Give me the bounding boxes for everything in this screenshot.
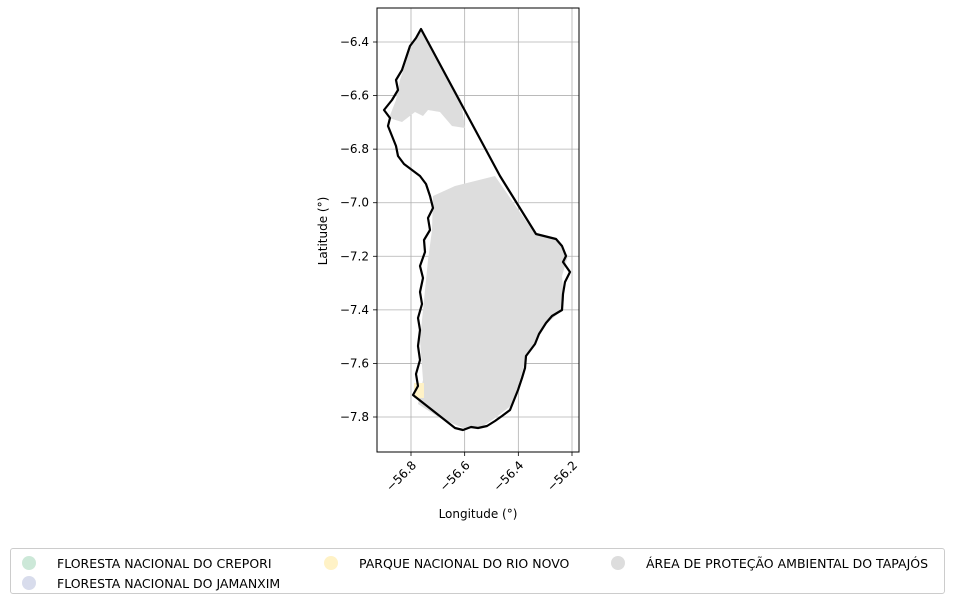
y-axis: −6.4 −6.6 −6.8 −7.0 −7.2 −7.4 −7.6 −7.8	[340, 35, 377, 424]
y-tick-label: −6.4	[340, 35, 369, 49]
plot-frame	[376, 7, 580, 453]
y-tick-label: −7.0	[340, 196, 369, 210]
legend: FLORESTA NACIONAL DO CREPORI FLORESTA NA…	[10, 548, 945, 594]
x-tick-label: −56.2	[544, 458, 580, 494]
legend-label: PARQUE NACIONAL DO RIO NOVO	[359, 555, 570, 571]
legend-label: ÁREA DE PROTEÇÃO AMBIENTAL DO TAPAJÓS	[646, 555, 929, 571]
x-tick-label: −56.8	[383, 458, 419, 494]
legend-marker	[324, 556, 338, 570]
y-tick-label: −6.6	[340, 89, 369, 103]
y-axis-label: Latitude (°)	[316, 197, 330, 266]
y-tick-label: −7.4	[340, 303, 369, 317]
x-axis: −56.8 −56.6 −56.4 −56.2	[383, 452, 580, 494]
x-tick-label: −56.4	[491, 458, 527, 494]
legend-item-tapajos: ÁREA DE PROTEÇÃO AMBIENTAL DO TAPAJÓS	[600, 554, 928, 572]
legend-label: FLORESTA NACIONAL DO CREPORI	[57, 555, 272, 571]
legend-item-crepori: FLORESTA NACIONAL DO CREPORI	[11, 554, 272, 572]
protected-area-main	[418, 176, 568, 428]
legend-item-rio-novo: PARQUE NACIONAL DO RIO NOVO	[313, 554, 569, 572]
legend-label: FLORESTA NACIONAL DO JAMANXIM	[57, 575, 281, 591]
legend-marker	[22, 556, 36, 570]
study-area-boundary	[382, 27, 572, 432]
legend-item-jamanxim: FLORESTA NACIONAL DO JAMANXIM	[11, 574, 280, 592]
legend-marker	[611, 556, 625, 570]
protected-area-upper	[389, 30, 465, 128]
y-tick-label: −7.6	[340, 356, 369, 370]
legend-marker	[22, 576, 36, 590]
x-axis-label: Longitude (°)	[439, 507, 518, 521]
y-tick-label: −7.8	[340, 410, 369, 424]
y-tick-label: −7.2	[340, 249, 369, 263]
y-tick-label: −6.8	[340, 142, 369, 156]
x-tick-label: −56.6	[437, 458, 473, 494]
